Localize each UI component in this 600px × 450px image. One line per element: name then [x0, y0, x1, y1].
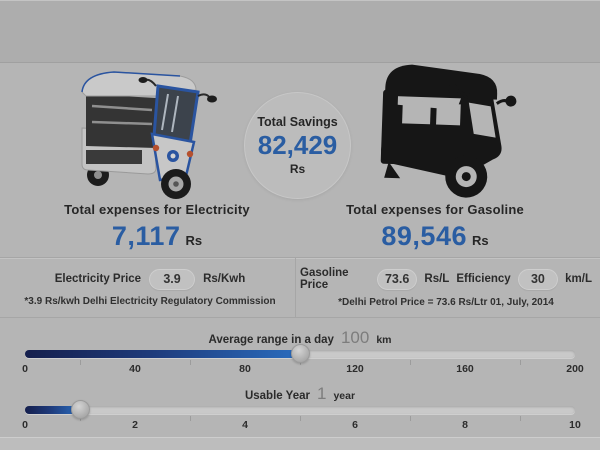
electricity-expense-block: Total expenses for Electricity 7,117 Rs: [7, 202, 307, 252]
gasoline-price-input[interactable]: 73.6: [376, 268, 418, 290]
electric-rickshaw-icon: [81, 71, 217, 199]
range-slider-fill: [25, 350, 300, 358]
year-slider-caption: Usable Year 1 year: [0, 384, 600, 404]
total-savings-badge: Total Savings 82,429 Rs: [244, 92, 351, 199]
total-savings-currency: Rs: [289, 162, 306, 177]
efficiency-input[interactable]: 30: [517, 268, 559, 290]
year-slider-value: 1: [316, 384, 327, 403]
tick-label: 8: [462, 419, 468, 431]
range-slider-caption: Average range in a day 100 km: [0, 328, 600, 348]
tick-label: 80: [239, 363, 251, 375]
electricity-footnote: *3.9 Rs/kwh Delhi Electricity Regulatory…: [24, 295, 276, 307]
price-inputs-row: Electricity Price 3.9 Rs/Kwh *3.9 Rs/kwh…: [0, 257, 600, 318]
gasoline-footnote: *Delhi Petrol Price = 73.6 Rs/Ltr 01, Ju…: [338, 297, 554, 308]
year-slider-unit: year: [333, 390, 356, 402]
range-slider: 0 40 80 120 160 200: [22, 344, 584, 380]
electricity-expense-value: 7,117: [111, 221, 181, 251]
minor-tick: [410, 360, 411, 365]
gasoline-price-panel: Gasoline Price 73.6 Rs/L Efficiency 30 k…: [300, 258, 592, 317]
minor-tick: [190, 360, 191, 365]
gasoline-expense-block: Total expenses for Gasoline 89,546 Rs: [290, 202, 580, 252]
electricity-expense-title: Total expenses for Electricity: [64, 202, 250, 217]
electricity-price-input[interactable]: 3.9: [149, 268, 196, 290]
minor-tick: [520, 416, 521, 421]
electricity-expense-currency: Rs: [185, 233, 203, 248]
year-slider-label: Usable Year: [244, 390, 310, 402]
top-band: [0, 0, 600, 63]
tick-label: 0: [22, 419, 28, 431]
efficiency-unit: km/L: [565, 273, 592, 285]
minor-tick: [190, 416, 191, 421]
gasoline-expense-title: Total expenses for Gasoline: [346, 202, 524, 217]
total-savings-value: 82,429: [257, 129, 338, 160]
electricity-price-panel: Electricity Price 3.9 Rs/Kwh *3.9 Rs/kwh…: [10, 258, 290, 317]
gasoline-expense-currency: Rs: [471, 233, 489, 248]
range-slider-unit: km: [376, 334, 392, 346]
gasoline-expense-value: 89,546: [381, 221, 467, 251]
tick-label: 160: [456, 363, 474, 375]
tick-label: 200: [566, 363, 584, 375]
footer-band: [0, 437, 600, 450]
tick-label: 120: [346, 363, 364, 375]
year-slider-thumb[interactable]: [70, 400, 90, 419]
gasoline-price-label: Gasoline Price: [300, 267, 349, 291]
gasoline-rickshaw-icon: [380, 64, 517, 198]
year-slider-track[interactable]: [25, 406, 575, 414]
panel-divider: [295, 258, 296, 317]
total-savings-label: Total Savings: [257, 114, 338, 129]
electricity-price-label: Electricity Price: [54, 273, 142, 285]
year-slider-fill: [25, 406, 80, 414]
efficiency-label: Efficiency: [456, 273, 511, 285]
tick-label: 10: [569, 419, 581, 431]
tick-label: 6: [352, 419, 358, 431]
tick-label: 40: [129, 363, 141, 375]
range-slider-label: Average range in a day: [208, 334, 334, 346]
tick-label: 4: [242, 419, 248, 431]
range-slider-value: 100: [340, 328, 370, 347]
tick-label: 2: [132, 419, 138, 431]
minor-tick: [520, 360, 521, 365]
gasoline-price-unit: Rs/L: [424, 273, 450, 285]
range-slider-thumb[interactable]: [290, 344, 310, 363]
tick-label: 0: [22, 363, 28, 375]
minor-tick: [80, 360, 81, 365]
minor-tick: [410, 416, 411, 421]
minor-tick: [300, 416, 301, 421]
electricity-price-unit: Rs/Kwh: [203, 273, 246, 285]
year-slider: 0 2 4 6 8 10: [22, 400, 581, 436]
